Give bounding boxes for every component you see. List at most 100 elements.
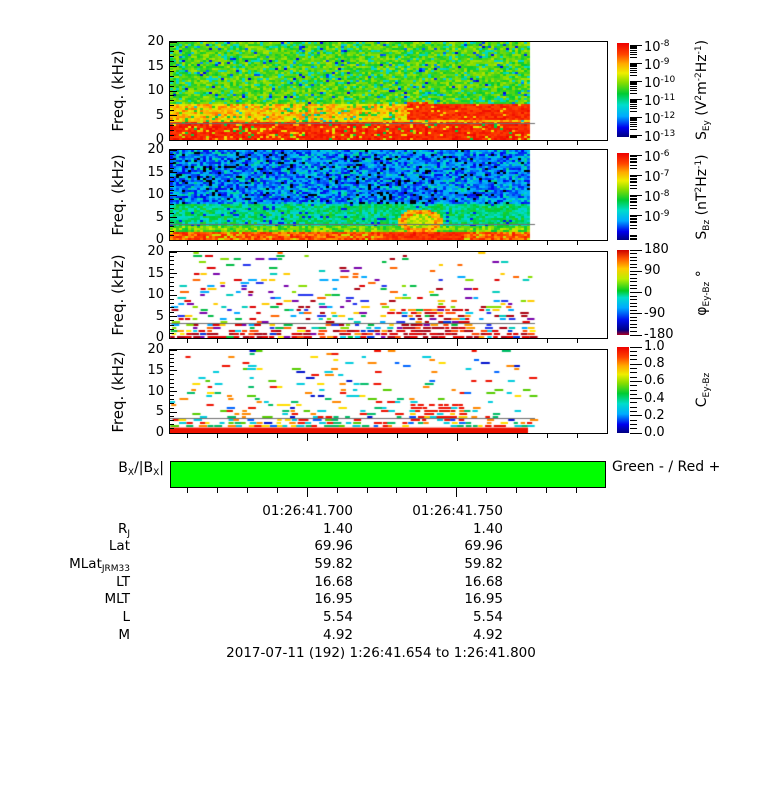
colorbar-tick <box>630 320 637 322</box>
colorbar-tick <box>630 102 637 104</box>
colorbar-tick-label: 10-10 <box>644 75 676 91</box>
x-tick <box>247 339 249 343</box>
colorbar-tick <box>630 168 637 170</box>
colorbar-tick <box>630 67 637 69</box>
row-value: 4.92 <box>472 626 503 643</box>
colorbar-tick <box>630 238 637 240</box>
y-tick <box>170 149 177 151</box>
colorbar-tick <box>630 196 637 198</box>
y-tick <box>170 235 174 236</box>
colorbar-tick-label: 10-11 <box>644 93 676 109</box>
colorbar-sbz <box>617 153 629 240</box>
colorbar-tick-label: 10-7 <box>644 169 670 185</box>
colorbar-tick <box>630 182 637 184</box>
colorbar-tick <box>630 47 637 49</box>
time-tick <box>456 488 458 497</box>
colorbar-tick <box>630 263 637 265</box>
colorbar-tick <box>630 120 637 122</box>
table-header-spacer <box>0 503 130 521</box>
colorbar-tick <box>630 372 637 374</box>
colorbar-tick <box>630 327 637 329</box>
colorbar-tick <box>630 288 637 290</box>
x-tick <box>456 434 458 441</box>
spectrogram-panel-coh <box>169 349 608 434</box>
x-tick <box>426 339 428 343</box>
row-value: 1.40 <box>472 520 503 537</box>
y-tick <box>170 95 174 97</box>
y-tick <box>170 353 174 355</box>
colorbar-coh <box>617 347 629 433</box>
colorbar-tick-label: 1.0 <box>644 339 665 354</box>
colorbar-sey <box>617 43 629 137</box>
y-tick <box>170 176 174 178</box>
y-tick <box>170 221 174 223</box>
y-tick <box>170 80 174 82</box>
y-tick <box>170 185 174 187</box>
y-tick <box>170 420 174 422</box>
y-tick <box>170 110 174 112</box>
colorbar-tick <box>630 236 637 238</box>
time-tick <box>545 488 547 493</box>
x-tick <box>426 141 428 145</box>
x-tick <box>367 141 369 145</box>
y-tick <box>170 51 174 53</box>
row-value: 1.40 <box>322 520 353 537</box>
colorbar-tick <box>630 184 637 186</box>
y-tick <box>170 260 174 262</box>
x-tick <box>277 434 279 438</box>
colorbar-tick-label: 0.8 <box>644 356 665 372</box>
colorbar-tick-label: -90 <box>644 305 666 321</box>
colorbar-tick <box>630 270 637 272</box>
colorbar-tick <box>630 302 637 304</box>
y-tick <box>170 403 174 405</box>
colorbar-tick <box>630 419 637 421</box>
colorbar-tick <box>630 363 637 365</box>
x-tick <box>217 241 219 245</box>
colorbar-tick <box>630 156 637 158</box>
colorbar-tick <box>630 216 637 218</box>
y-tick <box>170 100 174 102</box>
time-range-footer: 2017-07-11 (192) 1:26:41.654 to 1:26:41.… <box>226 645 536 661</box>
x-tick <box>546 141 548 145</box>
spectrogram-panel-sey <box>169 41 608 141</box>
colorbar-tick <box>630 281 637 283</box>
y-tick <box>170 316 177 317</box>
time-tick <box>247 488 249 493</box>
colorbar-tick-label: 10-6 <box>644 149 670 165</box>
x-tick <box>307 141 309 148</box>
y-tick <box>170 311 174 313</box>
row-label: L <box>122 609 130 626</box>
y-tick <box>170 307 174 309</box>
colorbar-unit-label-coh: CEy-Bz <box>694 372 712 408</box>
ephemeris-table: 01:26:41.700 01:26:41.750 RJ 1.40 1.40 Lat 69.… <box>0 503 758 645</box>
colorbar-tick <box>630 101 637 103</box>
x-tick <box>396 241 398 245</box>
colorbar-tick <box>630 406 637 408</box>
colorbar-tick <box>630 411 637 412</box>
y-tick <box>170 285 174 287</box>
spectrogram-canvas-phase <box>170 252 607 338</box>
colorbar-tick <box>630 389 637 391</box>
y-tick <box>170 298 174 300</box>
colorbar-tick-label: 10-9 <box>644 209 670 225</box>
colorbar-tick <box>630 330 637 332</box>
y-tick-label: 10 <box>147 83 164 98</box>
colorbar-tick <box>630 208 637 210</box>
x-tick <box>307 241 309 248</box>
colorbar-tick <box>630 267 637 269</box>
y-tick <box>170 361 174 363</box>
colorbar-tick <box>630 63 637 65</box>
y-tick <box>170 217 177 218</box>
y-tick-label: 10 <box>147 383 164 399</box>
colorbar-tick <box>630 65 637 67</box>
x-tick <box>187 141 189 145</box>
x-tick <box>337 339 339 343</box>
row-value: 16.95 <box>314 591 353 608</box>
colorbar-tick <box>630 121 637 123</box>
freq-axis-label: Freq. (kHz) <box>109 154 127 236</box>
colorbar-tick <box>630 428 637 430</box>
colorbar-tick <box>630 123 637 125</box>
table-row: RJ 1.40 1.40 <box>0 521 758 539</box>
x-tick <box>486 434 488 438</box>
